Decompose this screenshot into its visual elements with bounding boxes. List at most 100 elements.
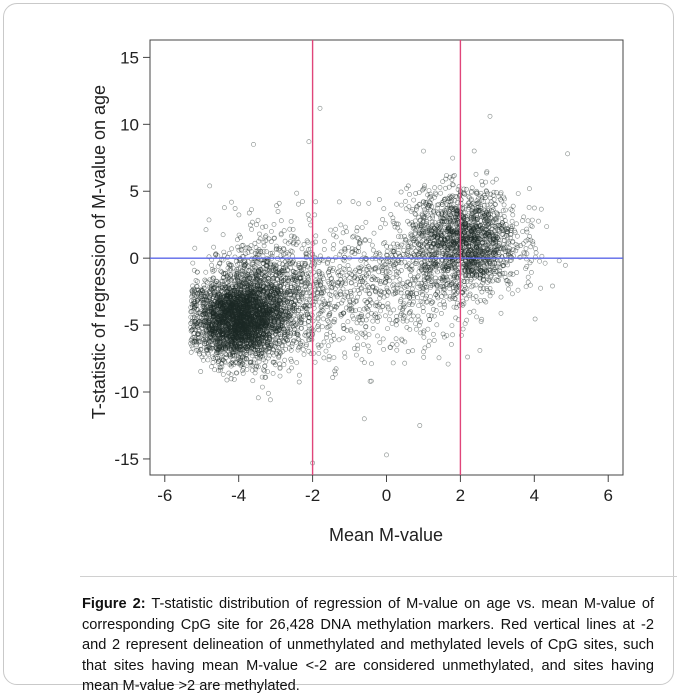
data-point (289, 365, 294, 371)
data-point (532, 316, 538, 322)
data-point (211, 244, 216, 250)
data-point (207, 183, 213, 189)
data-point (249, 207, 254, 212)
data-point (432, 185, 437, 191)
data-point (316, 311, 322, 317)
data-point (257, 231, 262, 237)
data-point (193, 342, 199, 348)
data-point (203, 278, 209, 284)
data-point (289, 358, 294, 364)
data-point (313, 239, 318, 245)
data-point (206, 352, 211, 357)
data-point (483, 179, 489, 185)
data-point (202, 277, 208, 283)
data-point (192, 245, 198, 251)
data-point (265, 390, 271, 396)
data-point (204, 279, 210, 285)
data-point (306, 216, 312, 222)
data-point (509, 218, 515, 224)
data-point (528, 282, 533, 288)
figure-frame (3, 3, 674, 685)
data-point (287, 333, 293, 339)
data-point (220, 371, 226, 377)
data-point (471, 148, 477, 154)
data-point (528, 244, 534, 250)
data-point (506, 286, 511, 292)
scatter-points (188, 105, 570, 466)
data-point (321, 355, 327, 361)
data-point (190, 260, 196, 266)
data-point (271, 352, 277, 358)
data-point (397, 228, 403, 234)
data-point (301, 241, 307, 247)
data-point (271, 221, 277, 227)
data-point (281, 228, 287, 234)
data-point (213, 345, 219, 351)
data-point (337, 251, 343, 257)
data-point (219, 360, 225, 366)
data-point (237, 360, 243, 365)
data-point (274, 203, 279, 209)
data-point (225, 254, 230, 260)
data-point (277, 373, 283, 379)
data-point (544, 224, 550, 229)
data-point (380, 217, 385, 222)
data-point (224, 377, 230, 383)
data-point (312, 359, 318, 365)
data-point (533, 250, 539, 256)
data-point (196, 290, 202, 296)
data-point (529, 269, 534, 275)
data-point (270, 370, 276, 376)
data-point (257, 236, 263, 242)
data-point (203, 227, 209, 233)
data-point (249, 226, 254, 232)
data-point (189, 294, 195, 299)
data-point (323, 348, 329, 354)
data-point (273, 362, 278, 368)
data-point (339, 239, 344, 245)
data-point (209, 364, 214, 370)
data-point (233, 370, 239, 376)
data-point (450, 155, 456, 161)
data-point (229, 199, 234, 205)
data-point (294, 360, 300, 366)
data-point (195, 296, 201, 301)
data-point (406, 204, 412, 209)
data-point (306, 323, 312, 329)
data-point (201, 305, 207, 310)
data-point (259, 384, 265, 390)
data-point (262, 363, 268, 369)
data-point (533, 246, 538, 252)
data-point (268, 239, 274, 244)
data-point (510, 291, 515, 297)
data-point (295, 201, 301, 207)
data-point (203, 291, 209, 296)
data-point (473, 282, 479, 288)
data-point (316, 299, 322, 305)
data-point (198, 369, 204, 374)
data-point (520, 229, 526, 234)
data-point (234, 237, 240, 243)
data-point (200, 357, 206, 363)
data-point (188, 340, 194, 346)
data-point (226, 250, 232, 256)
data-point (239, 368, 245, 373)
data-point (256, 238, 262, 244)
data-point (296, 372, 302, 378)
data-point (420, 204, 426, 210)
data-point (229, 246, 234, 252)
data-point (255, 395, 261, 401)
data-point (220, 232, 226, 238)
data-point (210, 268, 216, 274)
data-point (286, 368, 292, 374)
data-point (201, 282, 207, 288)
data-point (278, 218, 284, 224)
data-point (501, 202, 507, 208)
data-point (190, 293, 196, 299)
data-point (206, 254, 212, 260)
data-point (278, 253, 284, 258)
data-point (211, 290, 216, 296)
data-point (321, 246, 327, 252)
data-point (550, 283, 555, 289)
data-point (265, 369, 270, 374)
